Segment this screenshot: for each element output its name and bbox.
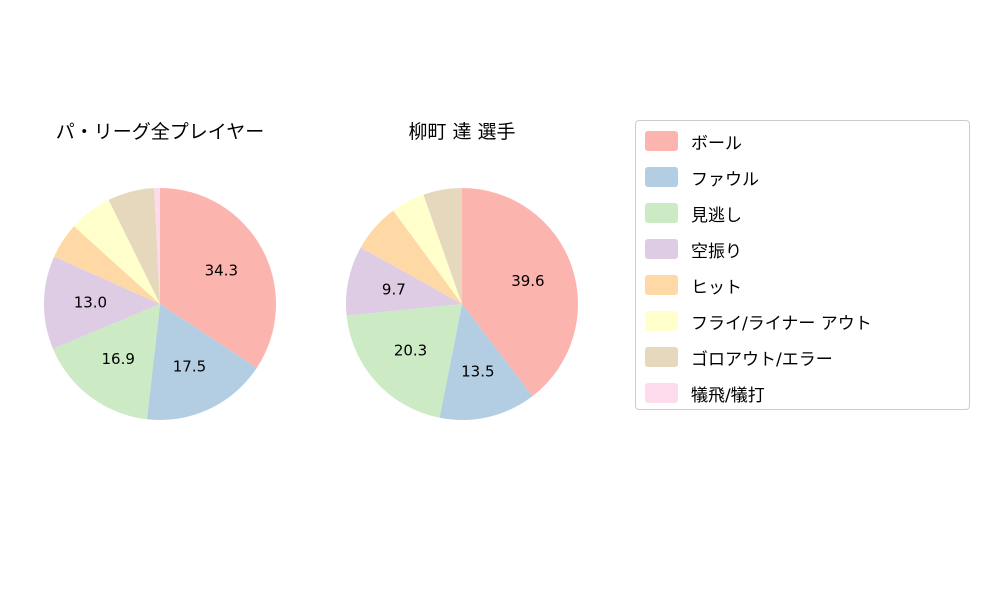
pie-slice-5 [393, 194, 462, 304]
pie-chart: 34.3 17.5 16.9 13.0 [40, 184, 280, 424]
legend-swatch [645, 311, 678, 331]
pie-slice-1 [146, 304, 257, 421]
legend-item-1: ファウル [636, 159, 969, 195]
legend-item-3: 空振り [636, 231, 969, 267]
legend-label: ゴロアウト/エラー [691, 349, 833, 370]
pie-canvas: 39.6 13.5 20.3 9.7 [346, 188, 578, 421]
pie-slice-label: 20.3 [394, 341, 427, 359]
legend-swatch [645, 275, 678, 295]
pie-slice-label: 13.0 [74, 294, 107, 312]
pie-slice-4 [360, 210, 462, 304]
pie-slice-label: 9.7 [382, 280, 406, 298]
legend-item-0: ボール [636, 123, 969, 159]
legend-item-4: ヒット [636, 267, 969, 303]
legend-swatch [645, 131, 678, 151]
pie-slice-6 [108, 188, 160, 304]
pie-slice-4 [54, 226, 160, 304]
legend-swatch [645, 383, 678, 403]
pie-slice-2 [346, 304, 462, 418]
legend-item-6: ゴロアウト/エラー [636, 339, 969, 375]
legend-label: ヒット [691, 277, 742, 298]
legend: ボールファウル見逃し空振りヒットフライ/ライナー アウト ゴロアウト/エラー 犠飛/… [635, 120, 970, 410]
legend-swatch [645, 347, 678, 367]
legend-item-7: 犠飛/犠打 [636, 375, 969, 411]
pie-slice-7 [154, 188, 160, 304]
legend-item-2: 見逃し [636, 195, 969, 231]
legend-swatch [645, 167, 678, 187]
pie-slice-label: 39.6 [511, 272, 544, 290]
pie-slice-label: 16.9 [102, 350, 135, 368]
pie-slice-0 [160, 188, 276, 368]
legend-label: 見逃し [691, 205, 742, 226]
legend-item-5: フライ/ライナー アウト [636, 303, 969, 339]
chart-yanagimachi-tatsu: 柳町 達 選手 39.6 13.5 20.3 9.7 [312, 120, 612, 428]
pie-canvas: 34.3 17.5 16.9 13.0 [44, 188, 276, 421]
legend-label: ボール [691, 133, 742, 154]
pie-chart: 39.6 13.5 20.3 9.7 [342, 184, 582, 424]
pie-slice-5 [73, 199, 160, 304]
pie-slice-label: 13.5 [461, 362, 494, 380]
pie-slice-3 [44, 256, 161, 349]
legend-label: ファウル [691, 169, 759, 190]
pie-slice-label: 34.3 [205, 262, 238, 280]
legend-swatch [645, 203, 678, 223]
legend-label: 犠飛/犠打 [691, 385, 765, 406]
legend-label: フライ/ライナー アウト [691, 313, 872, 334]
legend-label: 空振り [691, 241, 742, 262]
pie-slice-0 [462, 188, 578, 397]
pie-slice-1 [439, 304, 533, 421]
chart-title: 柳町 達 選手 [408, 121, 516, 143]
pie-slice-3 [346, 247, 462, 316]
legend-swatch [645, 239, 678, 259]
chart-pa-league-all-players: パ・リーグ全プレイヤー 34.3 17.5 16.9 13.0 [10, 120, 310, 428]
pie-slice-2 [52, 304, 160, 420]
pie-slice-label: 17.5 [173, 358, 206, 376]
pie-slice-6 [423, 188, 462, 304]
chart-title: パ・リーグ全プレイヤー [55, 121, 265, 143]
